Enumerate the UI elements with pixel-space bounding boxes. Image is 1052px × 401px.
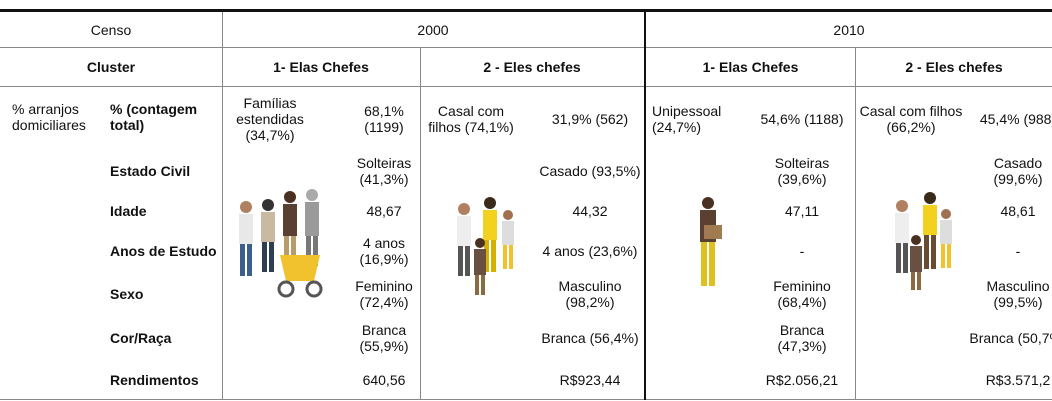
arrangement-type: Unipessoal (24,7%) [652, 88, 742, 150]
table-page: Censo 2000 2010 Cluster % arranjos domic… [0, 0, 1052, 401]
census-label: Censo [0, 12, 222, 47]
arrangement-type: Casal com filhos (66,2%) [858, 88, 964, 150]
year: 2010 [646, 12, 1052, 47]
cell-value: Masculino (99,5%) [968, 272, 1052, 315]
cell-value: R$923,44 [538, 360, 642, 400]
cell-value: 48,67 [346, 192, 422, 230]
arrangement-type: Famílias estendidas (34,7%) [224, 88, 316, 150]
row-label: Estado Civil [110, 150, 220, 192]
illustration-single [690, 195, 730, 295]
cell-value: Casado (99,6%) [968, 150, 1052, 192]
cell-value: 640,56 [346, 360, 422, 400]
cell-value: 4 anos (23,6%) [538, 230, 642, 272]
cell-value: 44,32 [538, 192, 642, 230]
cluster-header: 2 - Eles chefes [420, 48, 644, 86]
cell-value: 48,61 [968, 192, 1052, 230]
row-label: % arranjos domiciliares [12, 92, 104, 142]
rule [0, 86, 1052, 87]
cell-value: Branca (56,4%) [538, 315, 642, 360]
year: 2000 [222, 12, 644, 47]
cell-value: Feminino (72,4%) [346, 272, 422, 315]
cell-value: Branca (50,7%) [968, 315, 1052, 360]
cell-value: R$3.571,2 [968, 360, 1052, 400]
cell-value: R$2.056,21 [756, 360, 848, 400]
cell-value: - [968, 230, 1052, 272]
illustration-couple [890, 190, 960, 295]
cell-value: Masculino (98,2%) [538, 272, 642, 315]
arrangement-share: 54,6% (1188) [756, 88, 848, 150]
arrangement-type: Casal com filhos (74,1%) [426, 88, 516, 150]
cluster-header: 1- Elas Chefes [222, 48, 420, 86]
row-label: % (contagem total) [110, 92, 222, 142]
cluster-label: Cluster [0, 48, 222, 86]
cluster-header: 1- Elas Chefes [646, 48, 855, 86]
arrangement-share: 68,1% (1199) [346, 88, 422, 150]
cell-value: Feminino (68,4%) [756, 272, 848, 315]
arrangement-share: 31,9% (562) [538, 88, 642, 150]
cell-value: Branca (55,9%) [346, 315, 422, 360]
illustration-couple [452, 195, 522, 300]
cell-value: Solteiras (39,6%) [756, 150, 848, 192]
row-label: Anos de Estudo [110, 230, 220, 272]
row-label: Rendimentos [110, 360, 220, 400]
cell-value: Casado (93,5%) [538, 150, 642, 192]
row-label: Cor/Raça [110, 315, 220, 360]
cell-value: - [756, 230, 848, 272]
cell-value: 4 anos (16,9%) [346, 230, 422, 272]
row-label: Sexo [110, 272, 220, 315]
col-rule [855, 47, 856, 400]
row-label: Idade [110, 192, 220, 230]
illustration-family [228, 185, 338, 305]
cell-value: Solteiras (41,3%) [346, 150, 422, 192]
cell-value: Branca (47,3%) [756, 315, 848, 360]
arrangement-share: 45,4% (988) [968, 88, 1052, 150]
cluster-header: 2 - Eles chefes [856, 48, 1052, 86]
cell-value: 47,11 [756, 192, 848, 230]
